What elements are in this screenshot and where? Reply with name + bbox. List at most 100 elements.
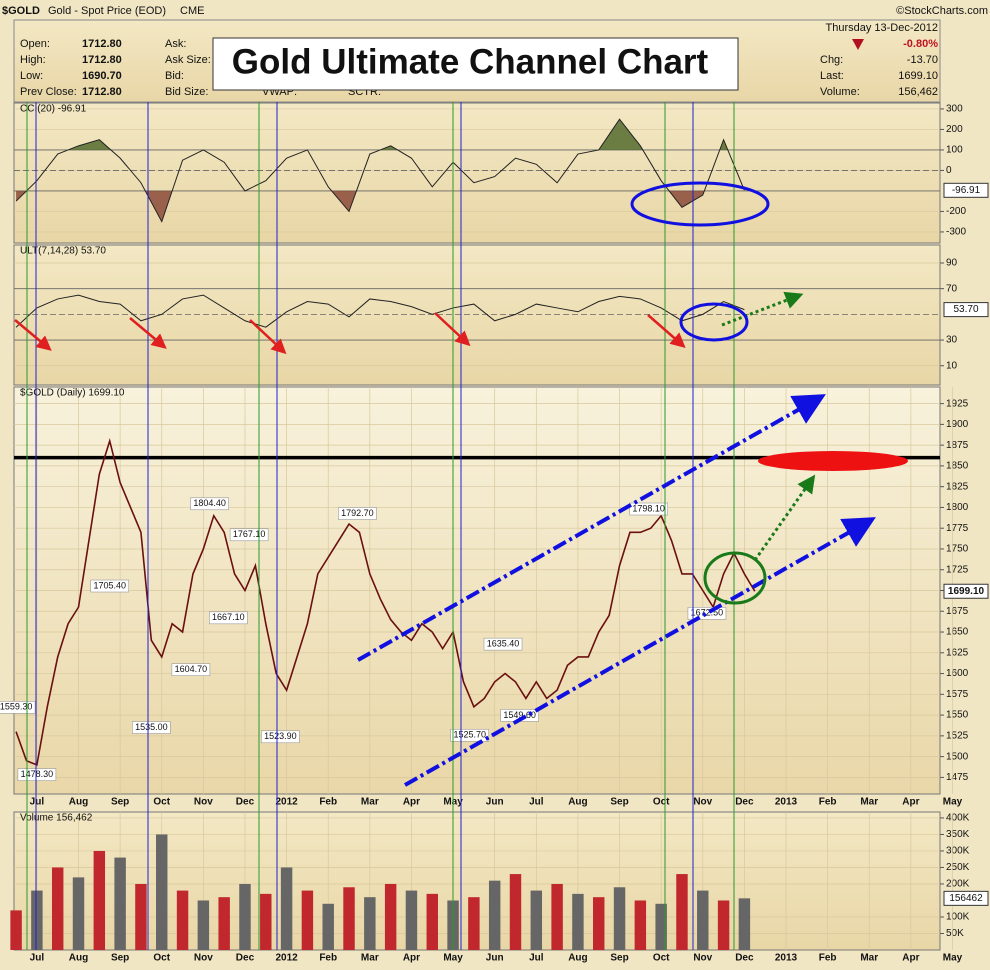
panel: 1475150015251550157516001625165016751700…	[0, 386, 969, 808]
annotation-box	[338, 507, 377, 520]
volume-bar	[634, 900, 647, 950]
field-value: 156,462	[898, 86, 938, 98]
annotation-label: 1635.40	[487, 639, 520, 649]
y-tick-label: 1575	[946, 689, 969, 700]
x-tick-label: Oct	[153, 797, 170, 808]
annotation-label: 1792.70	[341, 508, 374, 518]
x-tick-label: 2013	[775, 953, 798, 964]
exchange: CME	[180, 5, 204, 17]
y-tick-label: 30	[946, 335, 958, 346]
volume-bar	[572, 893, 584, 950]
plots: 300 200 100 0 -200 -300 CCI(20) -96.91 90 70 30 10…	[0, 102, 970, 964]
annotation-label: 1549.60	[503, 710, 536, 720]
volume-bar	[301, 890, 314, 950]
field-value: 1712.80	[82, 54, 122, 66]
down-icon	[852, 39, 864, 50]
series-line	[15, 438, 756, 767]
volume-bar	[364, 897, 376, 950]
y-tick-label: 1875	[946, 440, 969, 451]
x-tick-label: Nov	[693, 797, 712, 808]
volume-bar	[51, 867, 64, 950]
title-box	[212, 37, 739, 91]
y-tick-label: 1525	[946, 730, 969, 741]
plot-area	[13, 102, 941, 244]
volume-bar	[488, 880, 501, 950]
volume-bar	[114, 857, 126, 950]
x-tick-label: Sep	[610, 953, 628, 964]
last-value-box	[943, 302, 989, 318]
field-value: 1712.80	[82, 38, 122, 50]
header-fields: Open: 1712.80 High: 1712.80 Low: 1690.70 Prev …	[20, 38, 938, 98]
x-tick-label: Aug	[568, 953, 587, 964]
annotation-box	[209, 611, 248, 625]
x-tick-label: Apr	[403, 953, 420, 964]
y-tick-label: 200K	[946, 879, 970, 890]
volume-bar	[197, 900, 210, 950]
x-tick-label: Dec	[236, 953, 255, 964]
y-tick-label: -300	[946, 227, 966, 238]
volume-bar	[260, 893, 272, 950]
x-tick-label: Feb	[319, 797, 337, 808]
quote-label: Bid:	[165, 70, 184, 82]
x-tick-label: May	[443, 953, 463, 964]
credit: ©StockCharts.com	[896, 5, 988, 17]
field-label: High:	[20, 54, 46, 66]
panel-label: Volume 156,462	[20, 813, 93, 824]
volume-bar	[530, 890, 543, 950]
y-tick-label: 1775	[946, 523, 969, 534]
field-label: Volume:	[820, 86, 860, 98]
volume-bar	[676, 874, 688, 950]
annotation-label: 1667.10	[212, 612, 245, 622]
value-tags: -96.91 53.70 1699.10 156462	[943, 182, 989, 906]
x-tick-label: 2012	[275, 797, 298, 808]
x-tick-label: Dec	[735, 797, 754, 808]
x-tick-label: Jul	[529, 953, 544, 964]
x-tick-label: Aug	[568, 797, 587, 808]
annotation-label: 1525.70	[453, 730, 486, 740]
x-tick-label: Mar	[361, 953, 379, 964]
x-tick-label: Feb	[819, 797, 837, 808]
volume-bar	[239, 883, 251, 950]
field-value: 1690.70	[82, 70, 122, 82]
x-tick-label: 2012	[275, 953, 298, 964]
title: Gold Ultimate Channel Chart	[232, 42, 709, 81]
volume-bar	[176, 890, 189, 950]
y-tick-label: 1500	[946, 751, 969, 762]
volume-bar	[551, 883, 563, 950]
y-tick-label: 90	[946, 258, 958, 269]
y-tick-label: 250K	[946, 862, 970, 873]
annotation-label: 1559.30	[0, 702, 32, 712]
x-tick-label: Mar	[860, 953, 878, 964]
y-tick-label: 1825	[946, 481, 969, 492]
y-tick-label: 1550	[946, 710, 969, 721]
y-tick-label: 1925	[946, 398, 969, 409]
y-tick-label: 1675	[946, 606, 969, 617]
y-tick-label: -200	[946, 206, 966, 217]
y-tick-label: 300K	[946, 846, 970, 857]
x-tick-label: Sep	[111, 797, 129, 808]
annotation-label: 1705.40	[93, 580, 126, 590]
panel: 90 70 30 10 ULT(7,14,28) 53.70	[13, 244, 958, 386]
y-tick-label: 100K	[946, 912, 970, 923]
last-value-box	[943, 583, 989, 599]
change-pct: -0.80%	[903, 38, 938, 50]
panel: 50K 100K 200K 250K 300K 350K 400K Jul Aug Sep Oct N…	[10, 811, 970, 964]
last-value-label: 156462	[949, 893, 983, 904]
volume-bar	[156, 834, 168, 950]
annotation-label: 1767.10	[233, 529, 266, 539]
x-tick-label: Jul	[30, 797, 45, 808]
annotation-box	[0, 701, 36, 714]
x-tick-label: Mar	[860, 797, 878, 808]
x-tick-label: Feb	[319, 953, 337, 964]
y-tick-label: 10	[946, 360, 958, 371]
last-value-label: 53.70	[953, 304, 978, 315]
volume-bar	[384, 883, 397, 950]
annotation-box	[132, 721, 171, 734]
date: Thursday 13-Dec-2012	[825, 22, 938, 34]
x-tick-label: Dec	[735, 953, 754, 964]
y-tick-label: 1800	[946, 502, 969, 513]
annotation-box	[171, 663, 211, 676]
series-line	[15, 118, 745, 223]
volume-bar	[738, 898, 751, 950]
